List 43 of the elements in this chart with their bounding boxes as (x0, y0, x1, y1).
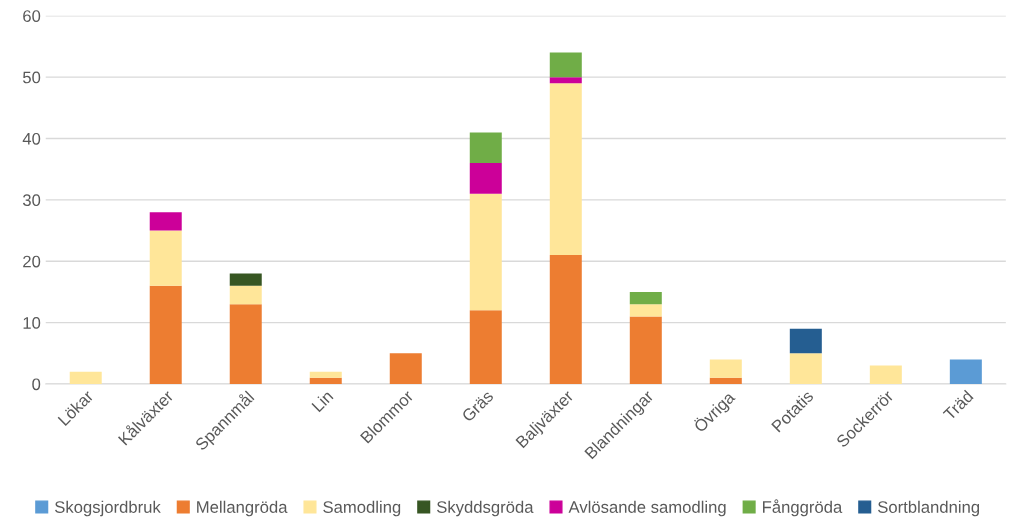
bar (709, 377, 742, 384)
bar (469, 310, 502, 384)
bar (549, 83, 582, 256)
legend-label: Skogsjordbruk (55, 500, 161, 517)
bar (149, 230, 182, 286)
bar (469, 163, 502, 194)
x-tick-label: Träd (942, 389, 974, 422)
legend-label: Samodling (323, 500, 401, 517)
legend-label: Mellangröda (197, 500, 288, 517)
bar (229, 273, 262, 286)
legend-label: Skyddsgröda (436, 500, 534, 517)
bar (549, 77, 582, 84)
y-tick-label: 40 (22, 132, 41, 145)
bar (949, 359, 982, 384)
bar (309, 371, 342, 378)
bar (149, 212, 182, 231)
y-tick-label: 50 (22, 71, 41, 84)
bar (789, 353, 822, 384)
bar (149, 285, 182, 384)
bar (709, 359, 742, 378)
bar (869, 365, 902, 384)
bar (549, 255, 582, 384)
y-tick-label: 30 (22, 194, 41, 207)
bar (629, 316, 662, 384)
bar (389, 353, 422, 384)
legend-label: Avlösande samodling (568, 500, 726, 517)
x-tick-label: Lin (311, 389, 334, 413)
bar (469, 193, 502, 311)
bar (229, 285, 262, 305)
y-tick-label: 10 (23, 317, 41, 329)
y-tick-label: 20 (23, 255, 41, 268)
bar (69, 371, 102, 384)
bar (629, 291, 662, 305)
bar (549, 52, 582, 78)
bar (629, 304, 662, 317)
y-tick-label: 0 (32, 378, 41, 391)
bar (469, 132, 502, 164)
y-tick-label: 60 (23, 10, 41, 22)
bar (789, 328, 822, 354)
legend-label: Fånggröda (763, 499, 843, 517)
bar (309, 377, 342, 384)
legend-label: Sortblandning (878, 500, 980, 517)
bar (229, 304, 262, 384)
